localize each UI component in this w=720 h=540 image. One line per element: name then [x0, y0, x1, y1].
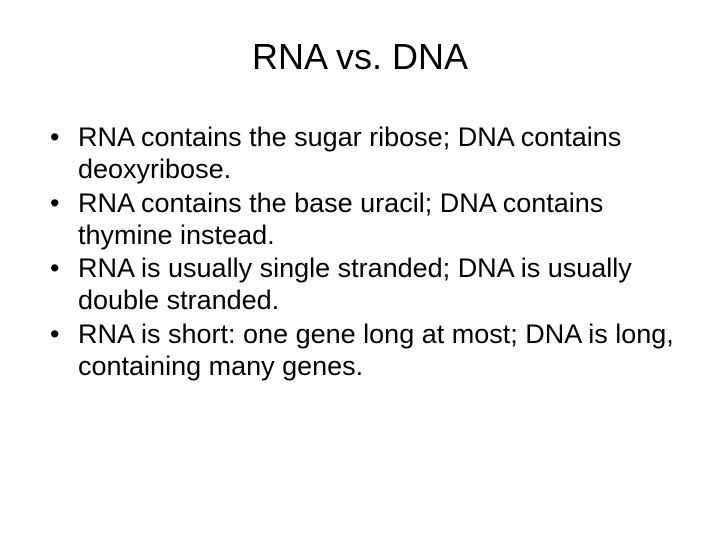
list-item: RNA contains the sugar ribose; DNA conta…	[50, 122, 680, 186]
slide-container: RNA vs. DNA RNA contains the sugar ribos…	[0, 0, 720, 540]
list-item: RNA is usually single stranded; DNA is u…	[50, 253, 680, 317]
slide-title: RNA vs. DNA	[40, 36, 680, 78]
list-item: RNA contains the base uracil; DNA contai…	[50, 188, 680, 252]
bullet-list: RNA contains the sugar ribose; DNA conta…	[40, 122, 680, 383]
list-item: RNA is short: one gene long at most; DNA…	[50, 319, 680, 383]
